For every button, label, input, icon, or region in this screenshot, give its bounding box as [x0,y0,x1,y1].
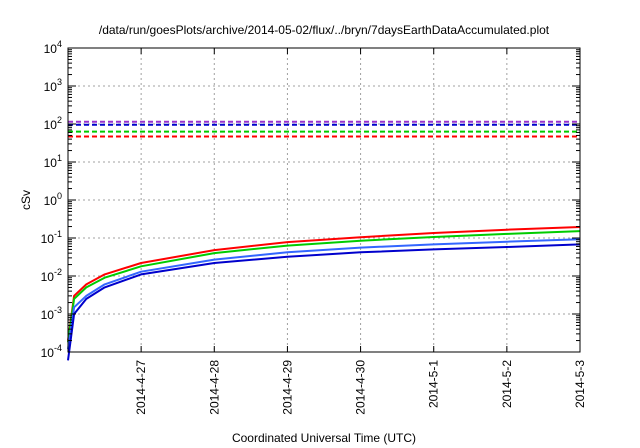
x-tick-label: 2014-4-27 [134,360,148,415]
y-tick-label: 101 [44,153,62,170]
y-tick-label: 10-2 [41,267,62,284]
chart-title: /data/run/goesPlots/archive/2014-05-02/f… [99,23,550,37]
x-tick-label: 2014-5-1 [427,360,441,408]
series-line-3 [67,243,581,361]
x-tick-label: 2014-5-2 [500,360,514,408]
y-tick-label: 103 [44,77,62,94]
series-line-0 [67,226,581,341]
y-tick-label: 102 [44,115,62,132]
series-layer [67,120,581,361]
axes: 2014-4-27 2014-4-28 2014-4-29 2014-4-30 2014… [41,39,587,415]
y-tick-label: 10-4 [41,343,62,360]
x-tick-label: 2014-5-3 [573,360,587,408]
series-line-2 [67,238,581,350]
y-axis-label: cSv [19,190,33,210]
x-tick-label: 2014-4-29 [280,360,294,415]
series-line-1 [67,230,581,343]
y-tick-label: 10-1 [41,229,62,246]
x-tick-label: 2014-4-30 [354,360,368,415]
x-axis-label: Coordinated Universal Time (UTC) [232,431,416,445]
y-tick-label: 10-3 [41,305,62,322]
y-tick-label: 100 [44,191,62,208]
x-tick-label: 2014-4-28 [207,360,221,415]
grid [68,48,580,352]
y-tick-label: 104 [44,39,62,56]
